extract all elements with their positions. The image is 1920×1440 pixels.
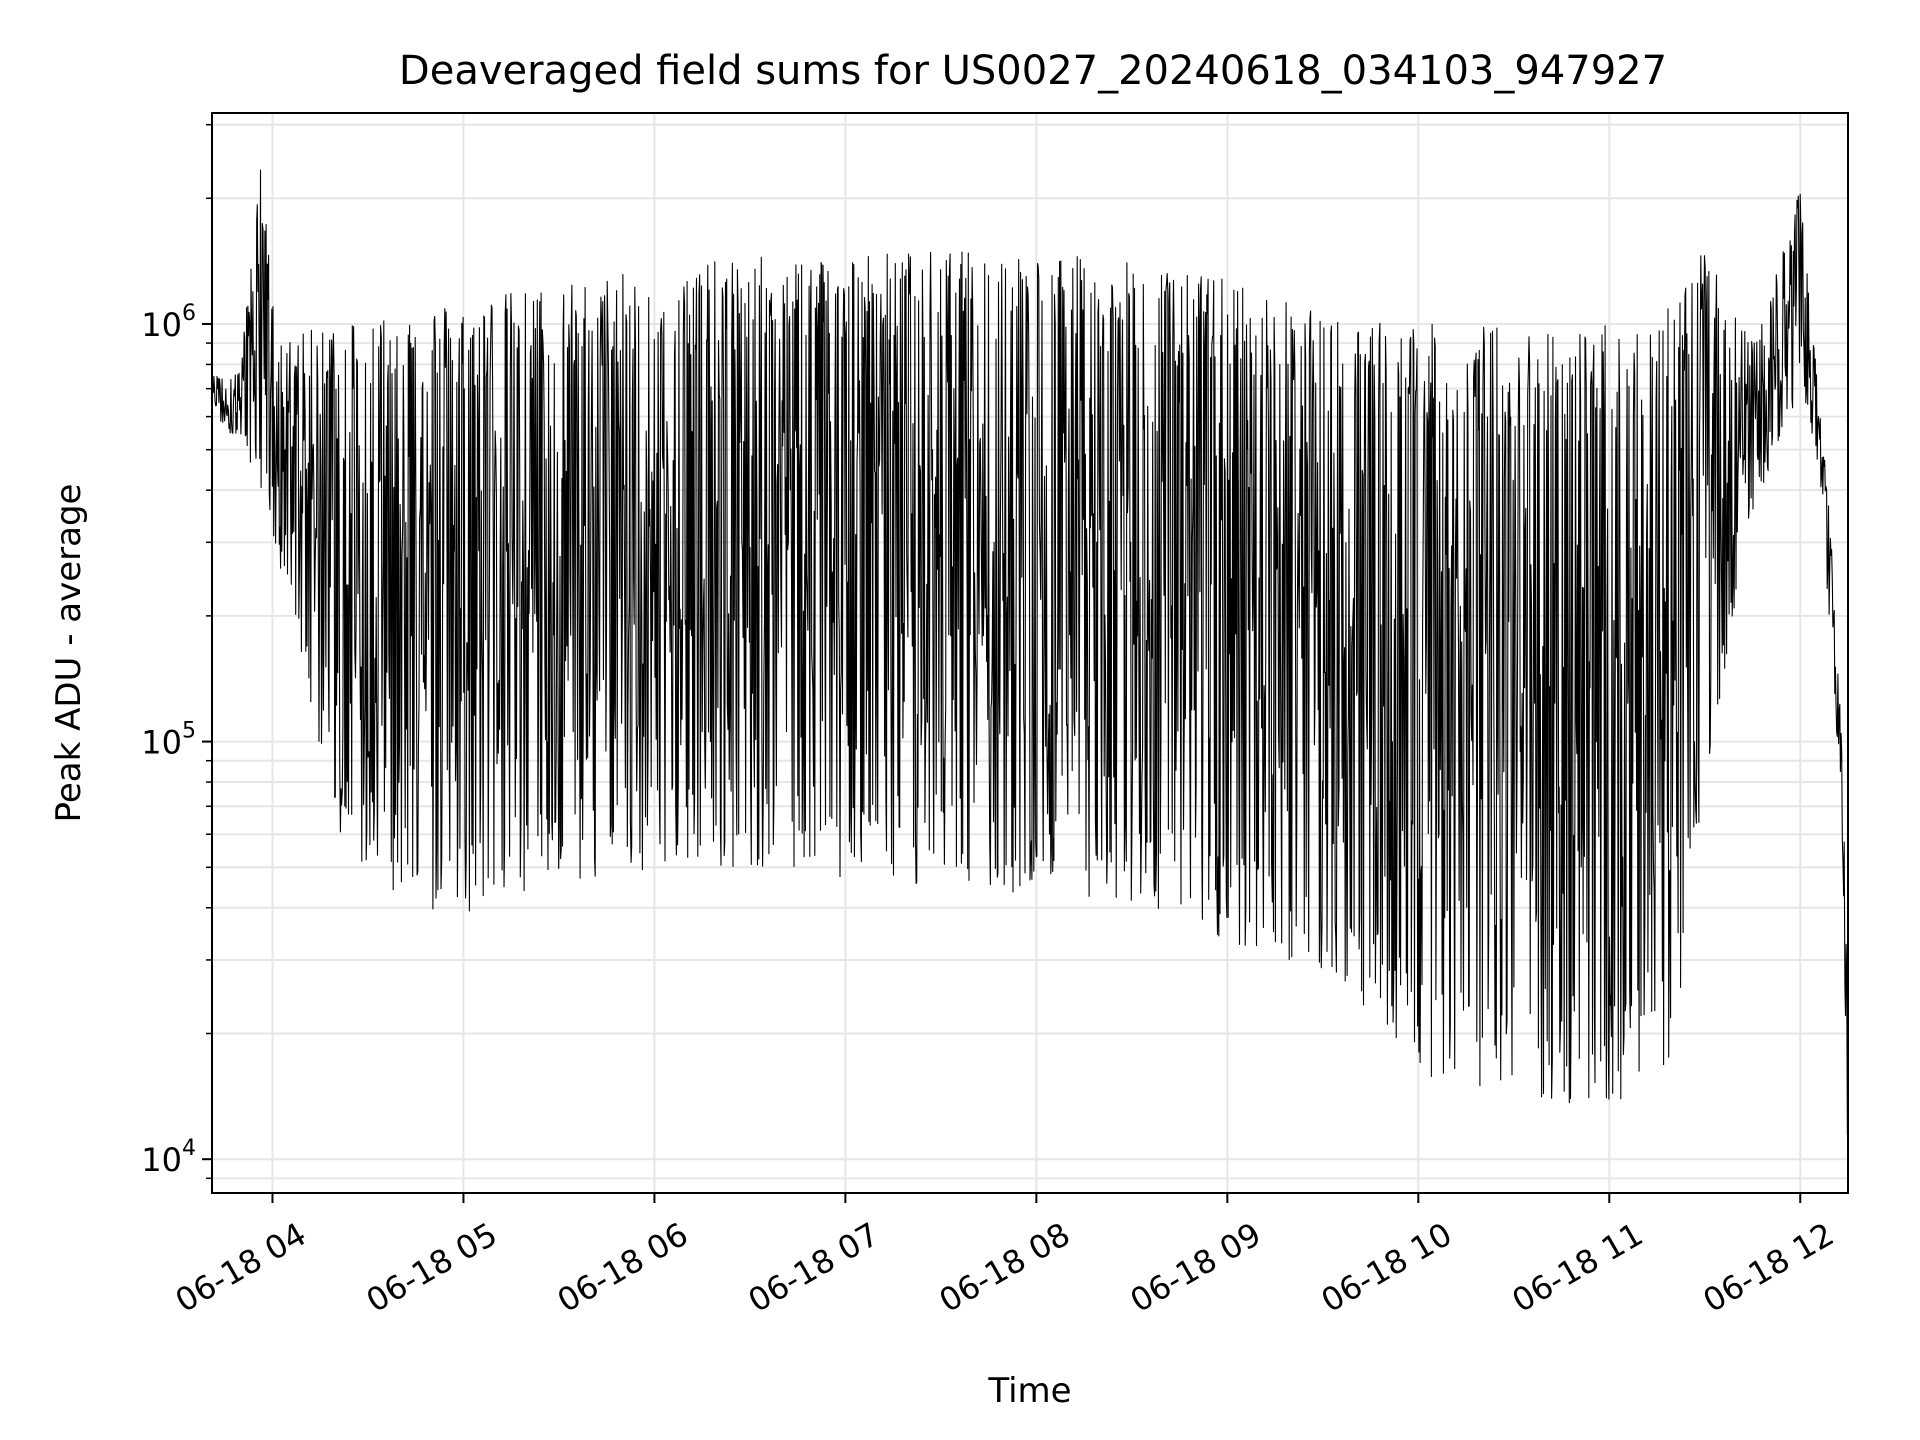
- chart-title: Deaveraged field sums for US0027_2024061…: [399, 48, 1667, 94]
- series-layer: [211, 169, 1849, 1135]
- tick-marks: [202, 123, 1802, 1203]
- x-axis-label: Time: [987, 1371, 1071, 1411]
- y-tick-label: 106: [141, 301, 196, 344]
- y-axis-label: Peak ADU - average: [49, 484, 89, 823]
- y-tick-label: 105: [141, 719, 196, 762]
- series-line: [211, 169, 1849, 1135]
- y-tick-label: 104: [141, 1136, 196, 1179]
- plot-frame: [211, 112, 1849, 1194]
- y-tick-labels: 104 105 106: [141, 301, 196, 1179]
